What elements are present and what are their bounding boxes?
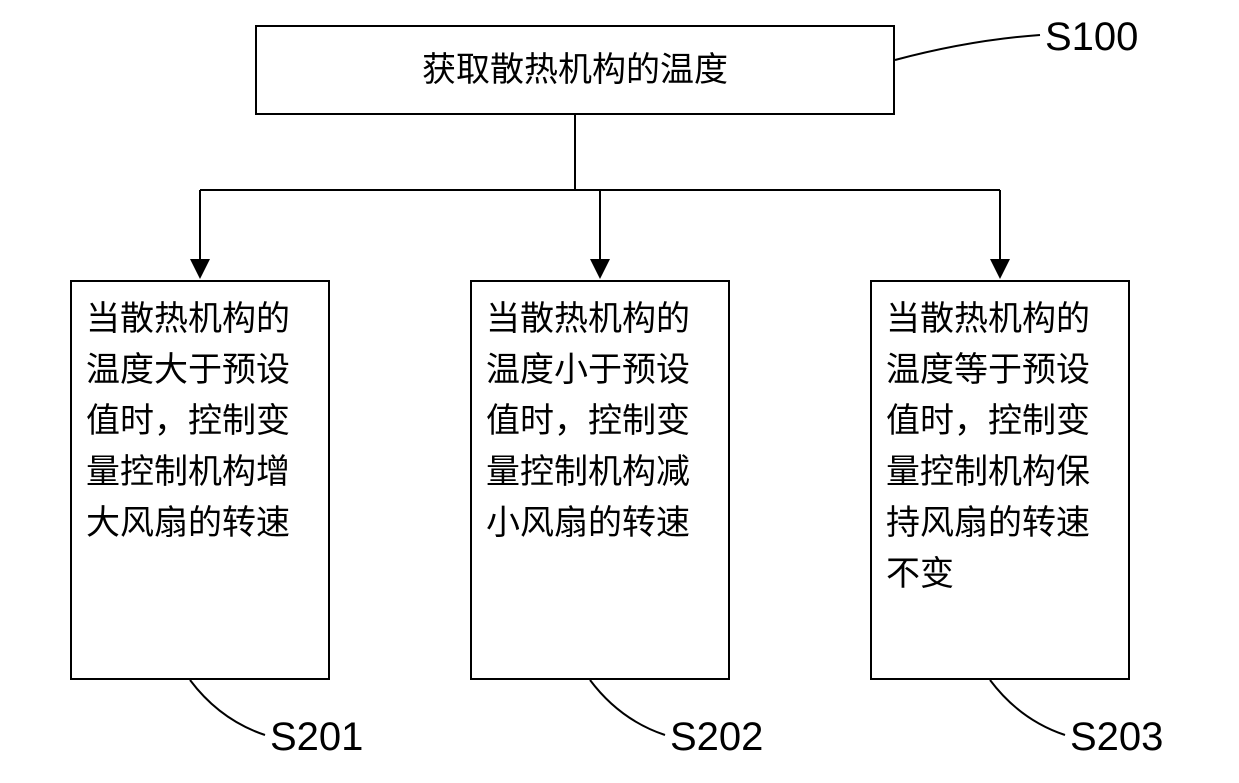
node-top: 获取散热机构的温度 bbox=[255, 25, 895, 115]
node-branch-1: 当散热机构的温度大于预设值时，控制变量控制机构增大风扇的转速 bbox=[70, 280, 330, 680]
node-top-text: 获取散热机构的温度 bbox=[422, 45, 728, 96]
label-s201: S201 bbox=[270, 715, 363, 760]
label-s203: S203 bbox=[1070, 715, 1163, 760]
node-branch-3-text: 当散热机构的温度等于预设值时，控制变量控制机构保持风扇的转速不变 bbox=[886, 294, 1114, 600]
node-branch-2-text: 当散热机构的温度小于预设值时，控制变量控制机构减小风扇的转速 bbox=[486, 294, 714, 549]
node-branch-2: 当散热机构的温度小于预设值时，控制变量控制机构减小风扇的转速 bbox=[470, 280, 730, 680]
node-branch-3: 当散热机构的温度等于预设值时，控制变量控制机构保持风扇的转速不变 bbox=[870, 280, 1130, 680]
label-s100: S100 bbox=[1045, 15, 1138, 60]
label-s202: S202 bbox=[670, 715, 763, 760]
node-branch-1-text: 当散热机构的温度大于预设值时，控制变量控制机构增大风扇的转速 bbox=[86, 294, 314, 549]
